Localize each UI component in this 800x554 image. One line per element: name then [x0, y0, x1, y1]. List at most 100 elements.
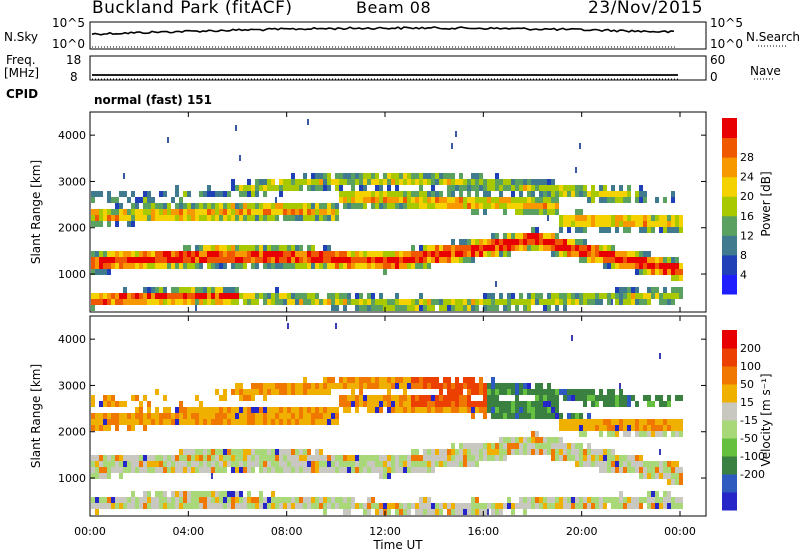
- heatmap-cell: [151, 197, 155, 203]
- heatmap-cell: [223, 389, 227, 395]
- heatmap-cell: [391, 251, 395, 257]
- heatmap-cell: [639, 227, 643, 233]
- heatmap-cell: [339, 293, 343, 299]
- heatmap-cell: [351, 497, 355, 503]
- heatmap-cell: [119, 419, 123, 425]
- heatmap-cell: [675, 287, 679, 293]
- heatmap-cell: [547, 197, 551, 203]
- heatmap-cell: [571, 221, 575, 227]
- heatmap-cell: [659, 473, 663, 479]
- heatmap-cell: [311, 245, 315, 251]
- heatmap-cell: [103, 467, 107, 473]
- heatmap-cell: [323, 203, 327, 209]
- heatmap-cell: [455, 449, 459, 455]
- heatmap-cell: [623, 287, 627, 293]
- heatmap-cell: [511, 245, 515, 251]
- heatmap-cell: [359, 305, 363, 311]
- heatmap-cell: [447, 503, 451, 509]
- heatmap-cell: [363, 461, 367, 467]
- heatmap-cell: [651, 497, 655, 503]
- heatmap-cell: [191, 407, 195, 413]
- heatmap-cell: [279, 467, 283, 473]
- heatmap-cell: [443, 449, 447, 455]
- heatmap-cell: [607, 467, 611, 473]
- heatmap-cell: [211, 215, 215, 221]
- heatmap-cell: [491, 233, 495, 239]
- heatmap-cell: [175, 455, 179, 461]
- heatmap-cell: [603, 251, 607, 257]
- heatmap-cell: [467, 443, 471, 449]
- heatmap-cell: [335, 179, 339, 185]
- heatmap-cell: [659, 467, 663, 473]
- heatmap-cell: [167, 419, 171, 425]
- heatmap-cell: [439, 461, 443, 467]
- heatmap-cell: [195, 215, 199, 221]
- heatmap-cell: [187, 491, 191, 497]
- heatmap-cell: [243, 395, 247, 401]
- heatmap-cell: [435, 203, 439, 209]
- heatmap-cell: [651, 215, 655, 221]
- heatmap-cell: [151, 497, 155, 503]
- heatmap-cell: [539, 293, 543, 299]
- heatmap-cell: [559, 503, 563, 509]
- heatmap-cell: [215, 251, 219, 257]
- heatmap-cell: [603, 245, 607, 251]
- heatmap-cell: [207, 209, 211, 215]
- heatmap-cell: [287, 449, 291, 455]
- heatmap-cell: [547, 497, 551, 503]
- heatmap-cell: [663, 473, 667, 479]
- heatmap-cell: [339, 263, 343, 269]
- heatmap-cell: [603, 227, 607, 233]
- heatmap-cell: [519, 203, 523, 209]
- heatmap-cell: [579, 257, 583, 263]
- heatmap-cell: [487, 383, 491, 389]
- heatmap-cell: [383, 467, 387, 473]
- heatmap-cell: [263, 407, 267, 413]
- heatmap-cell: [303, 293, 307, 299]
- heatmap-cell: [343, 461, 347, 467]
- heatmap-cell: [171, 197, 175, 203]
- heatmap-cell: [511, 401, 515, 407]
- heatmap-cell: [631, 497, 635, 503]
- heatmap-cell: [103, 497, 107, 503]
- heatmap-cell: [243, 419, 247, 425]
- heatmap-cell: [415, 467, 419, 473]
- heatmap-cell: [551, 293, 555, 299]
- heatmap-cell: [571, 185, 575, 191]
- heatmap-cell: [463, 455, 467, 461]
- heatmap-cell: [259, 449, 263, 455]
- heatmap-cell: [539, 395, 543, 401]
- heatmap-cell: [243, 263, 247, 269]
- heatmap-cell: [475, 203, 479, 209]
- heatmap-cell: [551, 245, 555, 251]
- heatmap-cell: [535, 197, 539, 203]
- heatmap-cell: [335, 251, 339, 257]
- heatmap-cell: [563, 443, 567, 449]
- heatmap-cell: [127, 299, 131, 305]
- heatmap-cell: [427, 203, 431, 209]
- heatmap-cell: [391, 191, 395, 197]
- heatmap-cell: [575, 497, 579, 503]
- heatmap-cell: [267, 419, 271, 425]
- heatmap-cell: [643, 299, 647, 305]
- heatmap-cell: [351, 179, 355, 185]
- heatmap-cell: [395, 191, 399, 197]
- heatmap-cell: [607, 293, 611, 299]
- heatmap-cell: [155, 257, 159, 263]
- heatmap-cell: [139, 419, 143, 425]
- heatmap-cell: [359, 401, 363, 407]
- heatmap-cell: [559, 251, 563, 257]
- heatmap-cell: [167, 263, 171, 269]
- heatmap-cell: [479, 245, 483, 251]
- heatmap-cell: [235, 503, 239, 509]
- heatmap-cell: [319, 449, 323, 455]
- heatmap-cell: [443, 401, 447, 407]
- heatmap-cell: [335, 263, 339, 269]
- heatmap-cell: [579, 395, 583, 401]
- heatmap-cell: [575, 419, 579, 425]
- heatmap-cell: [279, 449, 283, 455]
- heatmap-cell: [243, 407, 247, 413]
- heatmap-cell: [135, 257, 139, 263]
- heatmap-cell: [283, 503, 287, 509]
- heatmap-cell: [651, 431, 655, 437]
